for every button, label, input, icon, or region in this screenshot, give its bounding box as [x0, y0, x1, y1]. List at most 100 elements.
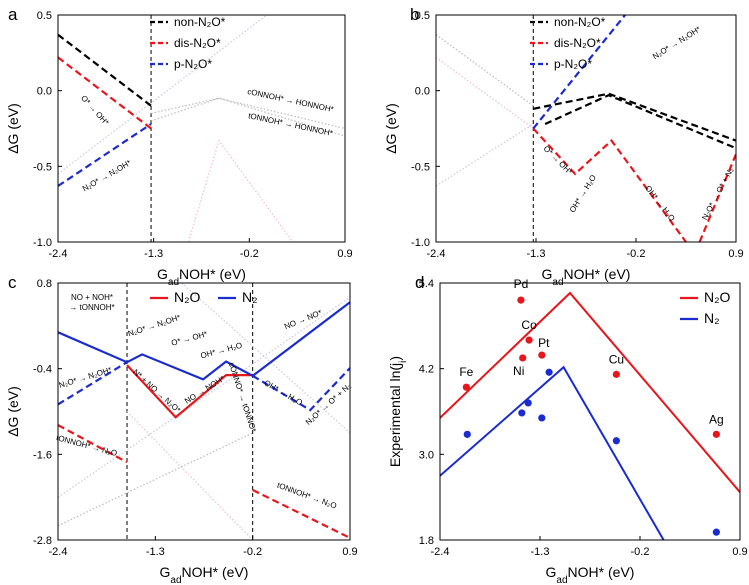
background-line — [436, 56, 534, 129]
legend-label: N₂ — [704, 310, 720, 326]
annotation: cONNO* → tONNO* — [227, 361, 258, 433]
annotation: N₂O* → O* + N₂ — [700, 166, 735, 221]
panel-letter: d — [415, 273, 424, 292]
x-tick-label: -2.4 — [431, 546, 450, 558]
legend-label: p-N₂O* — [554, 57, 592, 71]
point — [463, 430, 471, 438]
series-line — [532, 127, 736, 242]
panel: c -2.4 -1.3 -0.2 0.9 -2.8 -1.6 -0.4 0.8 N₂O N₂ NO +… — [5, 273, 358, 585]
y-tick-label: -1.0 — [411, 237, 430, 249]
point-label: Ni — [513, 364, 524, 378]
y-tick-label: -1.6 — [33, 449, 52, 461]
background-line — [150, 97, 345, 137]
series-line — [533, 92, 736, 150]
axis-label-part: Experimental ln(j — [387, 363, 403, 467]
panel: a -2.4 -1.3 -0.2 0.9 -1.0 -0.5 0.0 0.5 non-N₂O* di… — [5, 5, 353, 288]
legend-label: N₂ — [242, 289, 258, 305]
series-line — [58, 33, 152, 107]
background-line — [58, 424, 350, 539]
y-tick-label: 3.0 — [419, 449, 434, 461]
panel-letter: c — [8, 273, 17, 292]
point — [538, 351, 546, 359]
frame — [57, 282, 351, 541]
series-line — [58, 56, 152, 130]
y-tick-label: 0.5 — [415, 10, 430, 22]
background-line — [181, 283, 350, 434]
background-line — [126, 411, 254, 540]
axis-label-part: ad — [170, 575, 181, 585]
x-tick-label: -1.3 — [146, 546, 165, 558]
axis-label-part: G — [157, 266, 168, 282]
legend-label: N₂O — [704, 289, 731, 305]
x-tick-label: -1.3 — [144, 248, 163, 260]
plot-area — [440, 291, 740, 540]
axis-label-part: NOH* (eV) — [179, 266, 246, 282]
y-tick-label: 1.8 — [419, 535, 434, 547]
annotation: OH* → H₂O — [643, 184, 676, 223]
axis-label-part: NOH* (eV) — [182, 564, 249, 580]
y-tick-label: -0.5 — [411, 161, 430, 173]
annotation: N₂O* → O* + N₂ — [304, 381, 353, 426]
annotation: N₂O* → N₂OH* — [127, 313, 182, 338]
y-tick-label: -1.0 — [33, 237, 52, 249]
background-line — [436, 123, 534, 187]
x-tick-label: -0.2 — [627, 248, 646, 260]
axis-label: GadNOH* (eV) — [542, 266, 631, 288]
legend-label: non-N₂O* — [174, 15, 226, 29]
annotation: NO + NOH* — [71, 293, 113, 302]
point — [525, 336, 533, 344]
axis-label: GadNOH* (eV) — [546, 564, 635, 585]
background-line — [187, 139, 294, 242]
axis-label: ΔG (eV) — [5, 103, 21, 154]
axis-label-part: G — [546, 564, 557, 580]
x-tick-label: -0.2 — [240, 248, 259, 260]
point-label: Fe — [459, 365, 473, 379]
legend-label: dis-N₂O* — [554, 36, 601, 50]
axis-label-part: G — [542, 266, 553, 282]
background-line — [58, 361, 350, 412]
point — [462, 383, 470, 391]
series-line — [126, 364, 253, 419]
y-tick-label: 5.4 — [419, 278, 434, 290]
plot-area — [58, 15, 345, 242]
point-label: Pd — [514, 277, 529, 291]
background-line — [436, 34, 534, 107]
background-line — [58, 296, 350, 498]
annotation: N* + NO → N₂O* — [131, 367, 182, 414]
legend-label: non-N₂O* — [554, 15, 606, 29]
panel: d -2.4 -1.3 -0.2 0.9 1.8 3.0 4.2 5.4 Fe Pd Co Ni Pt Cu… — [387, 273, 748, 585]
x-tick-label: 0.9 — [337, 248, 352, 260]
point — [519, 354, 527, 362]
series-line — [532, 15, 626, 130]
annotation: O* → OH* — [79, 94, 110, 127]
axis-label-part: NOH* (eV) — [568, 564, 635, 580]
panel: b -2.4 -1.3 -0.2 0.9 -1.0 -0.5 0.0 0.5 non-N₂O* di… — [383, 5, 744, 288]
frame — [435, 14, 737, 243]
y-tick-label: -2.8 — [33, 535, 52, 547]
point-label: Pt — [538, 336, 550, 350]
annotation: OH* → H₂O — [200, 341, 244, 361]
y-tick-label: 0.5 — [37, 10, 52, 22]
point-label: Co — [521, 318, 537, 332]
y-tick-label: 0.8 — [37, 278, 52, 290]
point-label: Ag — [709, 412, 724, 426]
point — [518, 409, 526, 417]
axis-label: GadNOH* (eV) — [157, 266, 246, 288]
fit-line — [440, 291, 740, 493]
axis-label: ΔG (eV) — [383, 103, 399, 154]
background-line — [58, 432, 253, 527]
plot-area — [58, 283, 350, 540]
point — [712, 430, 720, 438]
legend-label: p-N₂O* — [174, 57, 212, 71]
legend-label: dis-N₂O* — [174, 36, 221, 50]
annotation: O* → OH* — [170, 329, 208, 347]
point — [612, 370, 620, 378]
x-tick-label: 0.9 — [342, 546, 357, 558]
axis-label-part: ad — [552, 277, 563, 288]
y-tick-label: 4.2 — [419, 364, 434, 376]
annotation: cONNOH* → HONNOH* — [247, 87, 335, 114]
annotation: OH* → H₂O — [568, 173, 598, 214]
plot-area — [436, 15, 736, 242]
y-tick-label: 0.0 — [37, 86, 52, 98]
